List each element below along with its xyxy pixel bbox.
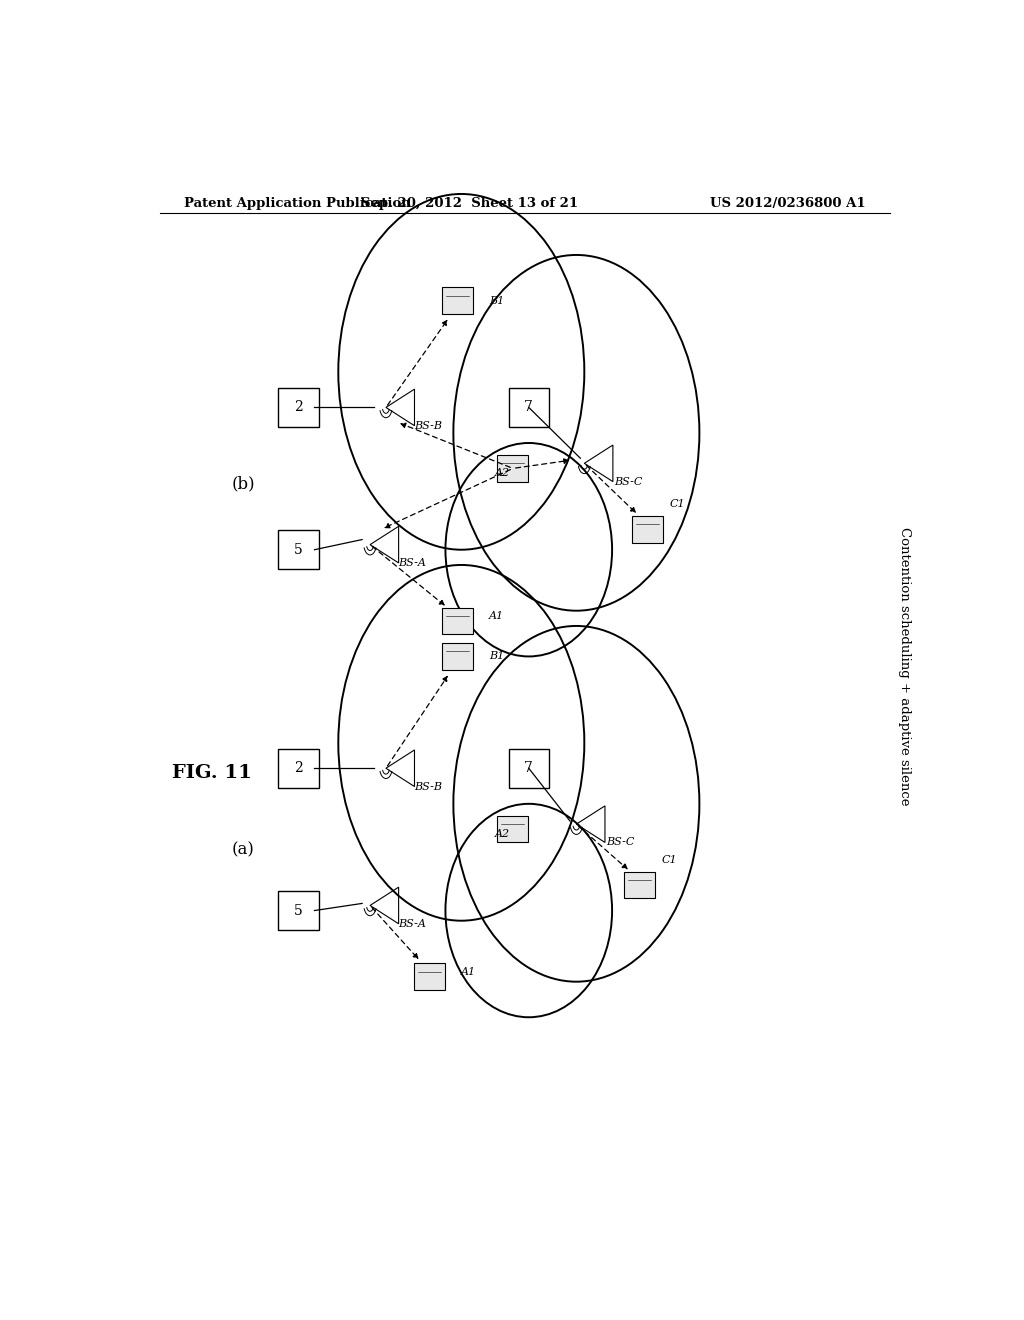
FancyBboxPatch shape — [498, 816, 528, 842]
Text: BS-B: BS-B — [414, 421, 441, 430]
Text: BS-C: BS-C — [613, 477, 642, 487]
Text: 2: 2 — [294, 762, 303, 775]
FancyBboxPatch shape — [279, 748, 318, 788]
Text: (a): (a) — [231, 841, 254, 858]
FancyBboxPatch shape — [414, 964, 445, 990]
Text: Sep. 20, 2012  Sheet 13 of 21: Sep. 20, 2012 Sheet 13 of 21 — [360, 197, 578, 210]
Text: B1: B1 — [489, 652, 505, 661]
FancyBboxPatch shape — [441, 288, 473, 314]
FancyBboxPatch shape — [625, 873, 655, 899]
Text: BS-C: BS-C — [606, 837, 634, 847]
Text: Contention scheduling + adaptive silence: Contention scheduling + adaptive silence — [898, 528, 910, 805]
Text: A1: A1 — [489, 611, 504, 620]
Text: A2: A2 — [495, 469, 510, 478]
FancyBboxPatch shape — [279, 531, 318, 569]
FancyBboxPatch shape — [279, 388, 318, 426]
FancyBboxPatch shape — [441, 643, 473, 669]
Text: C1: C1 — [670, 499, 685, 510]
FancyBboxPatch shape — [632, 516, 664, 543]
Text: 2: 2 — [294, 400, 303, 414]
FancyBboxPatch shape — [509, 748, 549, 788]
Text: BS-B: BS-B — [414, 781, 441, 792]
Text: A1: A1 — [462, 966, 476, 977]
Text: 7: 7 — [524, 400, 534, 414]
FancyBboxPatch shape — [498, 455, 528, 482]
Text: B1: B1 — [489, 296, 505, 306]
FancyBboxPatch shape — [509, 388, 549, 426]
Text: US 2012/0236800 A1: US 2012/0236800 A1 — [711, 197, 866, 210]
Text: FIG. 11: FIG. 11 — [172, 764, 252, 783]
Text: C1: C1 — [662, 855, 677, 865]
Text: 7: 7 — [524, 762, 534, 775]
FancyBboxPatch shape — [279, 891, 318, 929]
Text: BS-A: BS-A — [397, 919, 426, 929]
Text: 5: 5 — [294, 903, 303, 917]
Text: BS-A: BS-A — [397, 558, 426, 568]
Text: 5: 5 — [294, 543, 303, 557]
Text: (b): (b) — [231, 475, 255, 492]
Text: Patent Application Publication: Patent Application Publication — [183, 197, 411, 210]
FancyBboxPatch shape — [441, 607, 473, 634]
Text: A2: A2 — [495, 829, 510, 840]
